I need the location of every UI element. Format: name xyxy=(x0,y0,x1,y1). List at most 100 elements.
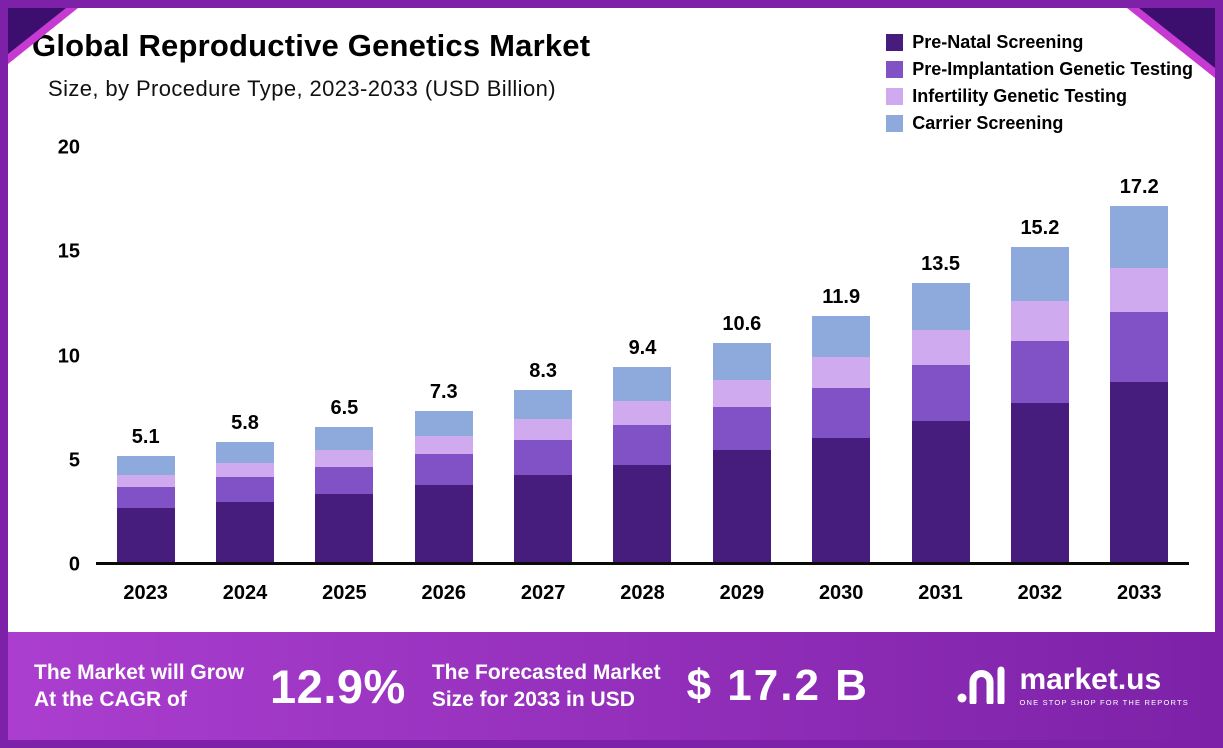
x-label-2029: 2029 xyxy=(719,582,765,604)
y-tick-10: 10 xyxy=(57,345,80,367)
bar-total-label-2026: 7.3 xyxy=(429,380,458,403)
segment-carrier-screening-2023 xyxy=(116,456,175,476)
legend-swatch-carrier-screening xyxy=(886,115,904,132)
bar-total-label-2027: 8.3 xyxy=(529,360,558,383)
legend-item-carrier-screening: Carrier Screening xyxy=(886,113,1193,134)
segment-carrier-screening-2030 xyxy=(812,315,871,358)
segment-pre-natal-screening-2025 xyxy=(315,493,374,562)
bar-total-label-2032: 15.2 xyxy=(1020,217,1060,240)
bar-column-2027: 8.3 xyxy=(493,148,592,562)
bar-stack-2032 xyxy=(1010,247,1069,562)
bar-column-2031: 13.5 xyxy=(891,148,990,562)
bar-column-2032: 15.2 xyxy=(990,148,1089,562)
x-label-2032: 2032 xyxy=(1017,582,1063,604)
bar-stack-2030 xyxy=(812,315,871,562)
segment-pre-implantation-genetic-testing-2031 xyxy=(911,365,970,422)
chart-subtitle: Size, by Procedure Type, 2023-2033 (USD … xyxy=(48,76,556,101)
segment-carrier-screening-2025 xyxy=(315,427,374,451)
segment-infertility-genetic-testing-2030 xyxy=(812,357,871,389)
segment-pre-natal-screening-2030 xyxy=(812,437,871,562)
segment-pre-natal-screening-2023 xyxy=(116,508,175,562)
cagr-value: 12.9% xyxy=(270,659,406,713)
legend-item-pre-natal-screening: Pre-Natal Screening xyxy=(886,32,1193,53)
forecast-value: $ 17.2 B xyxy=(686,661,869,710)
brand-block: market.us ONE STOP SHOP FOR THE REPORTS xyxy=(957,664,1189,709)
legend-item-pre-implantation-genetic-testing: Pre-Implantation Genetic Testing xyxy=(886,59,1193,80)
segment-carrier-screening-2032 xyxy=(1010,247,1069,302)
segment-pre-implantation-genetic-testing-2026 xyxy=(414,454,473,486)
legend-swatch-pre-implantation-genetic-testing xyxy=(886,61,904,78)
bar-stack-2029 xyxy=(712,342,771,562)
chart-legend: Pre-Natal Screening Pre-Implantation Gene… xyxy=(886,32,1193,140)
segment-pre-natal-screening-2031 xyxy=(911,421,970,562)
segment-carrier-screening-2024 xyxy=(216,441,275,463)
segment-carrier-screening-2031 xyxy=(911,282,970,331)
segment-carrier-screening-2029 xyxy=(712,342,771,380)
legend-label-infertility-genetic-testing: Infertility Genetic Testing xyxy=(912,86,1127,106)
segment-infertility-genetic-testing-2031 xyxy=(911,330,970,366)
y-tick-5: 5 xyxy=(68,449,80,472)
cagr-caption-line1: The Market will Grow xyxy=(34,660,245,684)
bar-column-2028: 9.4 xyxy=(593,148,692,562)
segment-infertility-genetic-testing-2029 xyxy=(712,379,771,407)
segment-pre-implantation-genetic-testing-2027 xyxy=(514,439,573,476)
chart-header: Global Reproductive Genetics Market Size… xyxy=(32,28,590,102)
bar-stack-2024 xyxy=(216,441,275,562)
brand-tagline: ONE STOP SHOP FOR THE REPORTS xyxy=(1019,698,1189,707)
segment-pre-natal-screening-2032 xyxy=(1010,402,1069,562)
bar-stack-2027 xyxy=(514,390,573,562)
brand-name: market.us xyxy=(1019,663,1162,696)
segment-pre-implantation-genetic-testing-2028 xyxy=(613,425,672,465)
bar-stack-2026 xyxy=(414,410,473,562)
bottom-banner: The Market will Grow At the CAGR of 12.9… xyxy=(8,632,1215,740)
segment-pre-implantation-genetic-testing-2030 xyxy=(812,388,871,438)
y-tick-20: 20 xyxy=(57,136,80,159)
forecast-caption: The Forecasted Market Size for 2033 in U… xyxy=(432,659,661,714)
bar-column-2025: 6.5 xyxy=(295,148,394,562)
bar-column-2023: 5.1 xyxy=(96,148,195,562)
marketus-logo-icon xyxy=(957,664,1009,709)
y-axis: 0 5 10 15 20 xyxy=(34,137,92,576)
chart-title: Global Reproductive Genetics Market xyxy=(32,28,591,63)
segment-pre-implantation-genetic-testing-2029 xyxy=(712,406,771,451)
segment-carrier-screening-2028 xyxy=(613,367,672,401)
bar-total-label-2029: 10.6 xyxy=(722,312,762,335)
x-label-2023: 2023 xyxy=(123,582,168,604)
segment-pre-implantation-genetic-testing-2033 xyxy=(1110,311,1169,382)
segment-pre-implantation-genetic-testing-2023 xyxy=(116,487,175,509)
segment-infertility-genetic-testing-2025 xyxy=(315,450,374,467)
bar-column-2026: 7.3 xyxy=(394,148,493,562)
segment-pre-natal-screening-2027 xyxy=(514,475,573,562)
x-label-2025: 2025 xyxy=(322,582,367,604)
x-label-2030: 2030 xyxy=(818,582,864,604)
bar-stack-2023 xyxy=(116,456,175,562)
bar-total-label-2024: 5.8 xyxy=(231,411,259,434)
segment-carrier-screening-2026 xyxy=(414,410,473,436)
segment-infertility-genetic-testing-2033 xyxy=(1110,268,1169,312)
forecast-caption-line2: Size for 2033 in USD xyxy=(431,688,635,711)
y-tick-0: 0 xyxy=(68,553,80,576)
bar-column-2024: 5.8 xyxy=(195,148,294,562)
segment-infertility-genetic-testing-2032 xyxy=(1010,301,1069,341)
bar-column-2029: 10.6 xyxy=(692,148,791,562)
chart-area: 0 5 10 15 20 5.1 5.8 6.5 7.3 8.3 9.4 10.6 11.9 13.5 1… xyxy=(34,137,1191,610)
bar-total-label-2033: 17.2 xyxy=(1119,175,1159,198)
x-label-2024: 2024 xyxy=(222,582,268,604)
x-label-2033: 2033 xyxy=(1117,582,1162,604)
brand-text: market.us ONE STOP SHOP FOR THE REPORTS xyxy=(1019,663,1189,708)
segment-pre-natal-screening-2033 xyxy=(1110,381,1169,562)
forecast-caption-line1: The Forecasted Market xyxy=(431,660,661,684)
legend-label-pre-natal-screening: Pre-Natal Screening xyxy=(912,32,1084,52)
bar-total-label-2031: 13.5 xyxy=(921,252,961,275)
legend-swatch-pre-natal-screening xyxy=(886,34,904,51)
legend-swatch-infertility-genetic-testing xyxy=(886,88,904,105)
x-label-2026: 2026 xyxy=(421,582,467,604)
cagr-caption: The Market will Grow At the CAGR of xyxy=(34,659,244,714)
x-axis: 2023 2024 2025 2026 2027 2028 2029 2030 2031 2032… xyxy=(96,570,1189,610)
segment-pre-implantation-genetic-testing-2032 xyxy=(1010,340,1069,403)
x-label-2028: 2028 xyxy=(620,582,665,604)
bar-stack-2033 xyxy=(1110,205,1169,562)
plot-area: 5.1 5.8 6.5 7.3 8.3 9.4 10.6 11.9 13.5 15.2 17.2 xyxy=(96,148,1189,565)
legend-item-infertility-genetic-testing: Infertility Genetic Testing xyxy=(886,86,1193,107)
